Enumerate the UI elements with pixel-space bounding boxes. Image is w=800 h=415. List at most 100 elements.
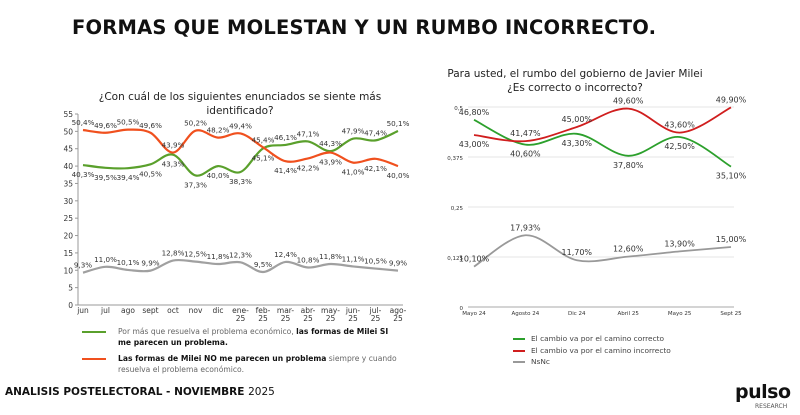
data-label: 35,10% (716, 172, 747, 181)
data-label: 49,6% (139, 121, 162, 130)
pulso-logo: pulso RESEARCH (735, 381, 791, 410)
data-label: 48,2% (207, 126, 230, 135)
x-tick-label: ene- (232, 306, 249, 315)
series-line (473, 118, 732, 168)
data-label: 9,9% (389, 259, 407, 268)
legend-text-bold: las formas de Milei SI me parecen un pro… (118, 327, 389, 347)
data-label: 42,1% (364, 164, 387, 173)
data-label: 10,1% (117, 258, 140, 267)
x-tick-label: 25 (303, 314, 313, 323)
x-tick-label: Mayo 25 (668, 311, 692, 317)
y-tick-label: 0 (68, 301, 73, 310)
footer-year: 2025 (248, 386, 275, 398)
x-tick-label: 25 (258, 314, 268, 323)
legend-swatch-orange (82, 358, 106, 360)
data-label: 43,60% (664, 121, 695, 130)
data-label: 12,60% (613, 245, 644, 254)
data-label: 44,3% (319, 139, 342, 148)
series-line (473, 234, 732, 268)
data-label: 15,00% (716, 235, 747, 244)
legend-swatch-green (82, 331, 106, 333)
data-label: 47,1% (297, 129, 320, 138)
x-tick-label: Abril 25 (618, 311, 640, 317)
data-label: 40,60% (510, 150, 541, 159)
data-label: 41,47% (510, 129, 541, 138)
legend-item-si-problema: Por más que resuelva el problema económi… (82, 326, 402, 348)
x-tick-label: 25 (236, 314, 246, 323)
data-label: 45,4% (252, 135, 275, 144)
data-label: 9,3% (74, 261, 92, 270)
x-tick-label: 25 (348, 314, 358, 323)
y-tick-label: 10 (63, 266, 73, 275)
legend-text: siempre y cuando resuelva el problema ec… (118, 354, 397, 374)
data-label: 11,0% (94, 255, 117, 264)
legend-text: Por más que resuelva el problema económi… (118, 327, 297, 336)
x-tick-label: sept (142, 306, 158, 315)
data-label: 12,8% (162, 249, 185, 258)
legend-text: El cambio va por el camino incorrecto (531, 345, 671, 355)
y-tick-label: 30 (63, 197, 73, 206)
logo-subtext: RESEARCH (755, 403, 788, 410)
slide-title: FORMAS QUE MOLESTAN Y UN RUMBO INCORRECT… (72, 16, 657, 39)
y-tick-label: 45 (63, 145, 73, 154)
y-tick-label: 25 (63, 214, 73, 223)
data-label: 47,4% (364, 128, 387, 137)
x-tick-label: nov (189, 306, 203, 315)
x-tick-label: abr- (301, 306, 316, 315)
x-tick-label: Agosto 24 (512, 311, 540, 317)
right-chart-title-line2: ¿Es correcto o incorrecto? (507, 82, 643, 94)
data-label: 50,1% (387, 119, 410, 128)
data-label: 43,3% (162, 160, 185, 169)
legend-item-correcto: El cambio va por el camino correcto (513, 333, 671, 345)
data-label: 12,3% (229, 250, 252, 259)
y-tick-label: 0 (460, 306, 464, 312)
data-label: 43,30% (562, 139, 593, 148)
data-label: 43,9% (162, 141, 185, 150)
y-tick-label: 0,125 (447, 256, 463, 262)
x-tick-label: may- (321, 306, 340, 315)
logo-text: pulso (735, 381, 791, 403)
x-tick-label: oct (167, 306, 179, 315)
data-label: 43,9% (319, 158, 342, 167)
data-label: 50,4% (72, 118, 95, 127)
data-label: 39,5% (94, 173, 117, 182)
x-tick-label: Dic 24 (568, 311, 586, 317)
legend-text: El cambio va por el camino correcto (531, 334, 665, 343)
y-tick-label: 50 (63, 127, 73, 136)
y-tick-label: 0,25 (451, 206, 464, 212)
data-label: 49,6% (94, 121, 117, 130)
legend-text-bold: Las formas de Milei NO me parecen un pro… (118, 354, 327, 363)
footer: ANALISIS POSTELECTORAL - NOVIEMBRE 2025 (5, 386, 275, 398)
y-tick-label: 0,5 (454, 106, 463, 112)
data-label: 50,2% (184, 119, 207, 128)
series-line (473, 106, 732, 143)
data-label: 46,1% (274, 133, 297, 142)
data-label: 41,0% (342, 168, 365, 177)
data-label: 41,4% (274, 166, 297, 175)
data-label: 10,5% (364, 257, 387, 266)
x-tick-label: Mayo 24 (462, 311, 486, 317)
data-label: 12,5% (184, 250, 207, 259)
series-line (82, 258, 399, 274)
right-chart-title-line1: Para usted, el rumbo del gobierno de Jav… (447, 68, 703, 80)
y-tick-label: 40 (63, 162, 73, 171)
data-label: 12,4% (274, 250, 297, 259)
data-label: 45,00% (562, 115, 593, 124)
y-tick-label: 15 (63, 249, 73, 258)
y-tick-label: 5 (68, 284, 73, 293)
legend-item-incorrecto: El cambio va por el camino incorrecto (513, 345, 671, 357)
data-label: 40,3% (72, 170, 95, 179)
x-tick-label: ago- (390, 306, 407, 315)
x-tick-label: Sept 25 (720, 311, 742, 317)
legend-text: NsNc (531, 357, 550, 366)
left-chart-title: ¿Con cuál de los siguientes enunciados s… (98, 91, 382, 117)
left-legend: Por más que resuelva el problema económi… (82, 326, 402, 375)
data-label: 10,10% (459, 255, 490, 264)
data-label: 37,80% (613, 161, 644, 170)
data-label: 40,0% (207, 171, 230, 180)
data-label: 40,5% (139, 169, 162, 178)
data-label: 9,5% (254, 260, 272, 269)
data-label: 39,4% (117, 173, 140, 182)
x-tick-label: feb- (256, 306, 271, 315)
